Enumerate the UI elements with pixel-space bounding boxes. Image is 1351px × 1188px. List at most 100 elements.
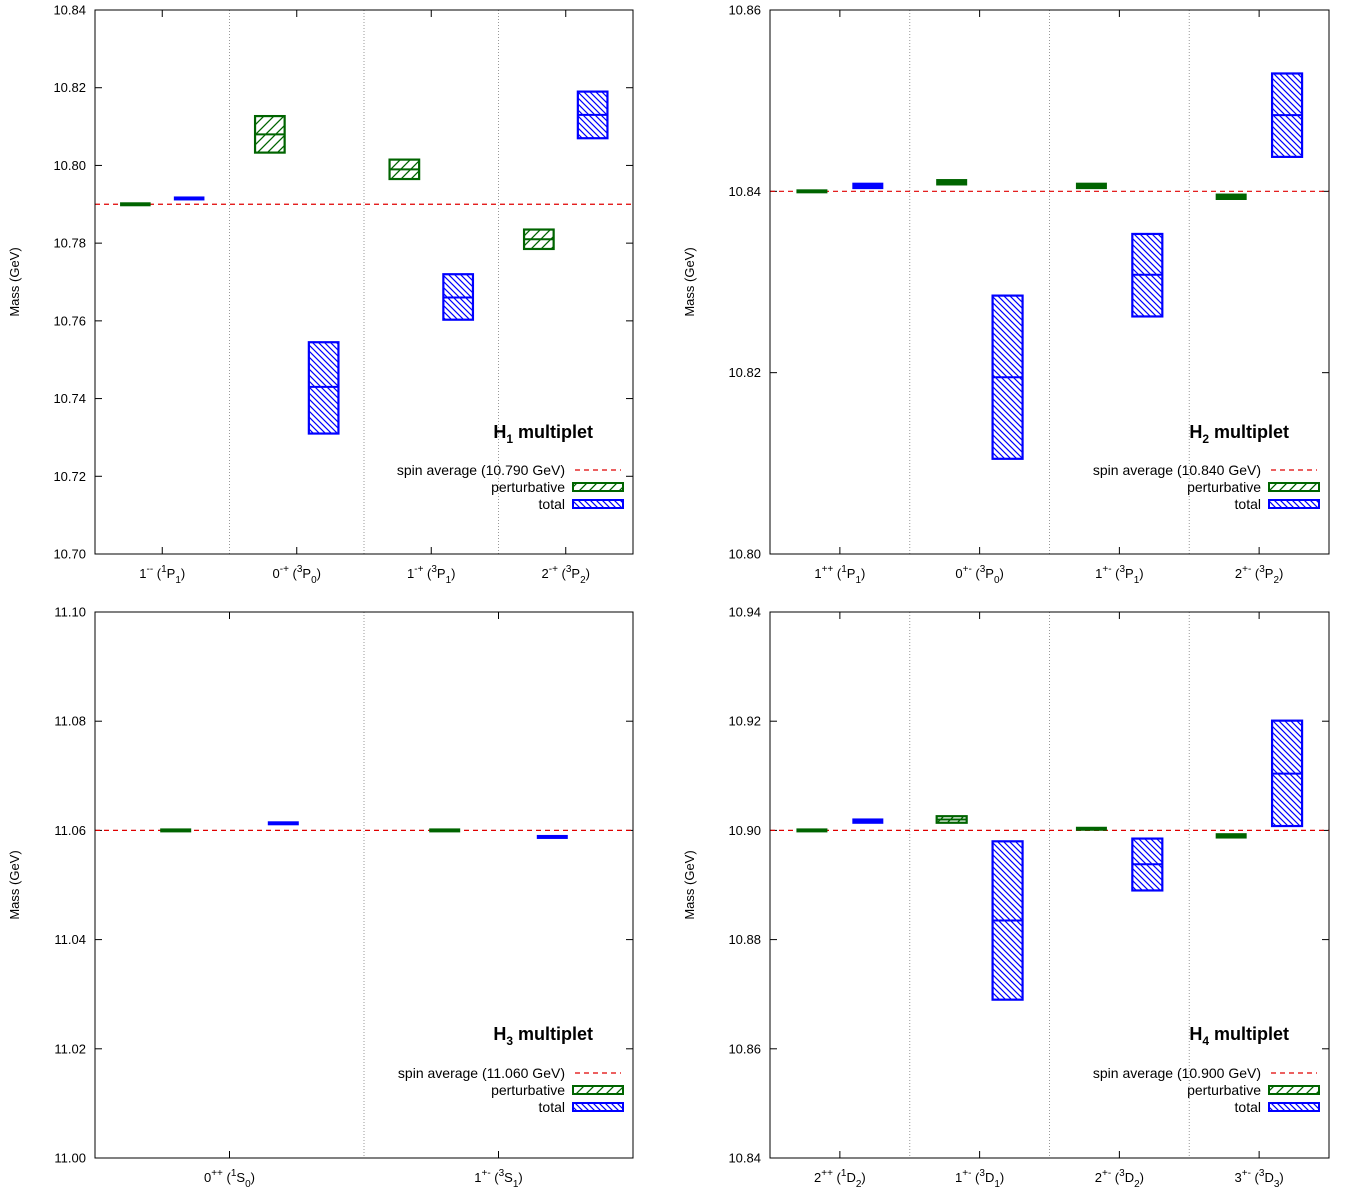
total-box xyxy=(307,341,340,435)
legend-spin-average-label: spin average (10.790 GeV) xyxy=(397,462,565,478)
y-tick-label: 10.84 xyxy=(728,184,761,199)
x-tick-label-part: P xyxy=(302,566,311,581)
y-tick-label: 10.82 xyxy=(53,80,86,95)
y-tick-label: 10.82 xyxy=(728,365,761,380)
y-tick-label: 11.00 xyxy=(54,1151,86,1166)
x-tick-label-part: +- xyxy=(1242,1168,1251,1179)
x-tick-label-part: 3 xyxy=(979,1168,985,1179)
legend-total-key xyxy=(572,499,624,509)
x-tick-label: 2+- (3P2) xyxy=(1235,564,1284,586)
x-tick-label-part: 3 xyxy=(431,564,437,575)
panel-title-suffix: multiplet xyxy=(1209,422,1289,442)
x-tick-label-part: ( xyxy=(833,566,842,581)
legend-perturbative-label: perturbative xyxy=(491,479,565,495)
total-box xyxy=(576,90,609,140)
x-tick-label-part: ) xyxy=(181,566,185,581)
x-tick-label: 0-+ (3P0) xyxy=(273,564,322,586)
y-axis-label: Mass (GeV) xyxy=(7,850,22,919)
x-tick-label-part: S xyxy=(236,1170,245,1185)
x-tick-label-part: 1 xyxy=(841,564,847,575)
y-tick-label: 10.90 xyxy=(728,823,761,838)
total-box xyxy=(1131,232,1164,318)
x-tick-label-part: ) xyxy=(861,1170,865,1185)
perturbative-box-rect xyxy=(1215,193,1247,200)
x-tick-label-part: D xyxy=(1264,1170,1273,1185)
plot-frame xyxy=(769,611,1330,1159)
total-box-rect xyxy=(852,818,884,824)
x-tick-label-part: 1 xyxy=(161,564,167,575)
panel-title: H1 multiplet xyxy=(493,422,593,446)
legend-perturbative-key xyxy=(1268,1085,1320,1095)
y-tick-label: 10.84 xyxy=(728,1151,761,1166)
panel-title-sub: 1 xyxy=(506,432,513,446)
legend-total-key xyxy=(1268,499,1320,509)
perturbative-box xyxy=(522,228,555,251)
y-tick-label: 10.84 xyxy=(53,3,86,18)
total-box xyxy=(536,834,568,839)
x-tick-label: 3+- (3D3) xyxy=(1235,1168,1284,1188)
panel-title-main: H xyxy=(493,422,506,442)
x-tick-label-part: 1 xyxy=(175,575,181,586)
x-tick-label-part: 2 xyxy=(1134,1179,1140,1188)
x-tick-label-part: ) xyxy=(1279,566,1283,581)
x-tick-label-part: 1 xyxy=(407,566,414,581)
x-tick-label-part: ) xyxy=(1000,1170,1004,1185)
y-tick-label: 10.70 xyxy=(53,547,86,562)
x-tick-label-part: 2 xyxy=(814,1170,821,1185)
total-box xyxy=(991,840,1024,1001)
y-tick-label: 10.86 xyxy=(728,3,761,18)
x-tick-label-part: 1 xyxy=(814,566,821,581)
total-box xyxy=(267,821,299,826)
y-tick-label: 10.94 xyxy=(728,605,761,620)
perturbative-box-rect xyxy=(1215,833,1247,839)
perturbative-box-rect xyxy=(936,179,968,186)
x-tick-label-part: ( xyxy=(1111,1170,1120,1185)
x-tick-label-part: 3 xyxy=(1235,1170,1242,1185)
x-tick-label-part: -- xyxy=(146,564,153,575)
x-tick-label-part: P xyxy=(1265,566,1274,581)
x-tick-label-part: 0 xyxy=(273,566,280,581)
perturbative-box-rect xyxy=(796,828,828,833)
legend-perturbative-label: perturbative xyxy=(1187,479,1261,495)
x-tick-label-part: ) xyxy=(251,1170,255,1185)
x-tick-label-part: 0 xyxy=(994,575,1000,586)
x-tick-label-part: 2 xyxy=(1273,575,1279,586)
x-tick-label-part: 1 xyxy=(955,1170,962,1185)
total-box xyxy=(173,196,205,201)
legend-spin-average-label: spin average (10.900 GeV) xyxy=(1093,1065,1261,1081)
panel-h3: 11.00 11.02 11.04 11.06 11.08 11.10 Mass (GeV)… xyxy=(7,605,634,1188)
perturbative-box-rect xyxy=(429,828,461,833)
x-tick-label-part: P xyxy=(1125,566,1134,581)
x-tick-label-part: ) xyxy=(317,566,321,581)
perturbative-box-rect xyxy=(796,189,828,194)
panel-title: H3 multiplet xyxy=(493,1024,593,1048)
legend-total-label: total xyxy=(1235,496,1261,512)
y-axis-label: Mass (GeV) xyxy=(7,247,22,316)
y-tick-label: 10.80 xyxy=(53,158,86,173)
legend-perturbative-key xyxy=(1268,482,1320,492)
perturbative-box-rect xyxy=(1075,182,1107,190)
x-tick-label-part: 3 xyxy=(566,564,572,575)
x-tick-label-part: 1 xyxy=(513,1179,519,1188)
perturbative-box xyxy=(1075,826,1107,831)
x-tick-label-part: ( xyxy=(972,566,981,581)
perturbative-box xyxy=(160,828,192,833)
x-tick-label-part: P xyxy=(847,566,856,581)
x-tick-label-part: D xyxy=(1125,1170,1134,1185)
x-tick-label: 2-+ (3P2) xyxy=(542,564,591,586)
panel-title: H4 multiplet xyxy=(1189,1024,1289,1048)
x-tick-label: 1++ (1P1) xyxy=(814,564,865,586)
y-tick-label: 10.86 xyxy=(728,1041,761,1056)
y-axis-label: Mass (GeV) xyxy=(682,247,697,316)
plot-frame xyxy=(94,611,634,1159)
panel-title-main: H xyxy=(1189,422,1202,442)
perturbative-box xyxy=(253,114,286,154)
y-tick-label: 11.04 xyxy=(54,932,86,947)
x-tick-label-part: 3 xyxy=(297,564,303,575)
y-tick-label: 11.02 xyxy=(54,1041,86,1056)
x-tick-label-part: 3 xyxy=(499,1168,505,1179)
perturbative-box xyxy=(936,179,968,186)
x-tick-label-part: 3 xyxy=(1259,1168,1265,1179)
panel-title-suffix: multiplet xyxy=(513,422,593,442)
x-tick-label-part: ( xyxy=(833,1170,842,1185)
